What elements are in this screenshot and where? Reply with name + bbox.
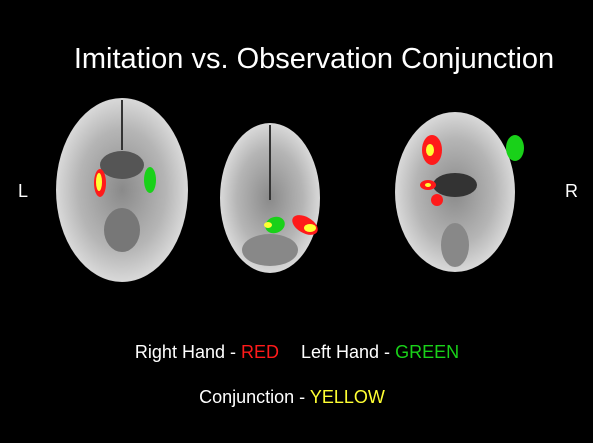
page: Imitation vs. Observation Conjunction L … — [0, 0, 593, 443]
legend-color: RED — [241, 342, 279, 362]
legend-color: GREEN — [395, 342, 459, 362]
slide-title: Imitation vs. Observation Conjunction — [74, 43, 554, 75]
left-label: L — [18, 181, 28, 201]
legend-label: Left Hand - — [301, 342, 395, 362]
legend-label: Conjunction - — [199, 387, 310, 407]
legend-label: Right Hand - — [135, 342, 241, 362]
slide: Imitation vs. Observation Conjunction L … — [0, 0, 593, 443]
legend-line: Conjunction - YELLOW — [199, 387, 385, 407]
axial-brain-image — [56, 98, 188, 282]
legend-color: YELLOW — [310, 387, 385, 407]
right-label: R — [565, 181, 578, 201]
